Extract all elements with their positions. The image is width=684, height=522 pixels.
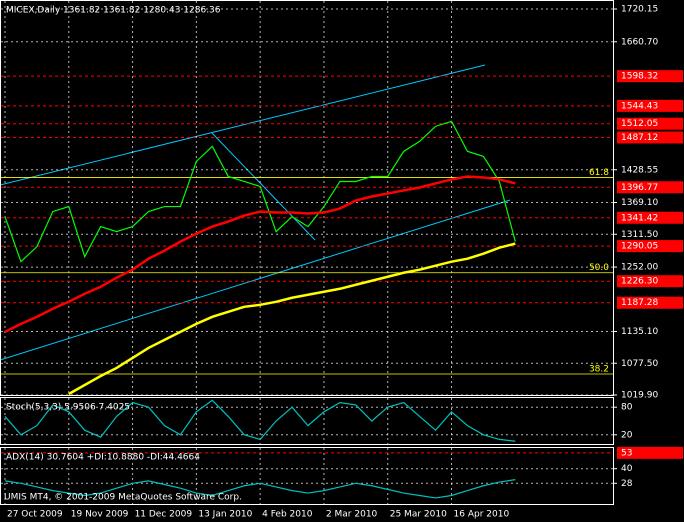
level-label-box — [617, 117, 683, 130]
series-line — [68, 242, 516, 396]
level-label-box — [617, 131, 683, 144]
level-label: 1290.05 — [621, 242, 658, 252]
x-tick-label: 19 Nov 2009 — [71, 510, 129, 520]
y-tick-label: 1369.10 — [621, 198, 658, 208]
level-label: 1598.32 — [621, 72, 658, 82]
level-label: 1396.77 — [621, 183, 658, 193]
x-tick-label: 11 Dec 2009 — [135, 510, 193, 520]
level-label: 53 — [621, 448, 632, 458]
level-label: 1187.28 — [621, 298, 658, 308]
level-label-box — [617, 240, 683, 253]
level-label-box — [617, 275, 683, 288]
y-tick-label: 1252.00 — [621, 263, 658, 273]
level-label: 1544.43 — [621, 101, 658, 111]
series-line — [4, 399, 516, 442]
x-tick-label: 25 Mar 2010 — [390, 510, 447, 520]
y-tick-label: 80 — [621, 403, 633, 413]
adx-title: ADX(14) 30.7604 +DI:10.8880 -DI:44.4664 — [6, 453, 200, 463]
x-tick-label: 16 Apr 2010 — [454, 510, 510, 520]
y-tick-label: 1019.90 — [621, 391, 658, 401]
series-line — [4, 120, 516, 263]
channel-line — [0, 199, 511, 361]
series-line — [4, 479, 516, 499]
level-label: 1487.12 — [621, 133, 658, 143]
y-tick-label: 20 — [621, 430, 633, 440]
x-tick-label: 13 Jan 2010 — [198, 510, 252, 520]
level-label-box — [617, 70, 683, 83]
level-label: 1512.05 — [621, 119, 658, 129]
y-tick-label: 1135.10 — [621, 327, 658, 337]
adx-frame — [0, 447, 614, 505]
level-label-box — [617, 99, 683, 112]
series-line — [4, 175, 516, 334]
footer: UMIS MT4, © 2001-2009 MetaQuotes Softwar… — [4, 493, 242, 503]
y-tick-label: 1311.50 — [621, 230, 658, 240]
y-tick-label: 1077.50 — [621, 359, 658, 369]
fib-label: 61.8 — [589, 168, 609, 178]
y-tick-label: 1428.55 — [621, 165, 658, 175]
level-label-box — [617, 296, 683, 309]
level-label: 1226.30 — [621, 277, 658, 287]
y-tick-label: 1720.15 — [621, 5, 658, 15]
level-label-box — [617, 181, 683, 194]
y-tick-label: 40 — [621, 464, 633, 474]
x-tick-label: 4 Feb 2010 — [262, 510, 313, 520]
fib-label: 38.2 — [589, 364, 609, 374]
chart-title: MICEX,Daily 1361.82 1361.82 1280.43 1286… — [6, 6, 221, 16]
level-label-box — [617, 211, 683, 224]
level-label-box — [617, 446, 683, 459]
y-tick-label: 1660.70 — [621, 37, 658, 47]
level-label: 1341.42 — [621, 213, 658, 223]
stoch-frame — [0, 397, 614, 445]
y-tick-label: 28 — [621, 479, 633, 489]
channel-line — [0, 64, 486, 186]
x-tick-label: 2 Mar 2010 — [326, 510, 378, 520]
channel-line — [211, 132, 316, 241]
stoch-title: Stoch(5,3,3) 5.9506 7.4025 — [6, 403, 130, 413]
fib-label: 50.0 — [589, 263, 609, 273]
x-tick-label: 27 Oct 2009 — [7, 510, 63, 520]
